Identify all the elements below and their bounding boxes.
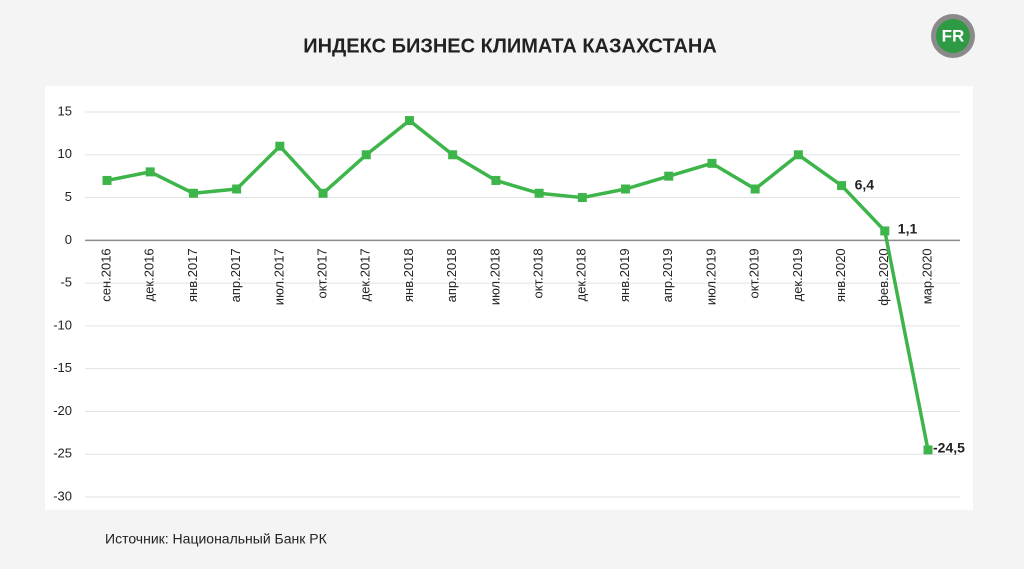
x-tick-label: окт.2017 (314, 248, 329, 298)
y-tick-label: -5 (60, 275, 72, 290)
y-tick-label: 10 (58, 146, 72, 161)
data-point (664, 171, 674, 181)
chart-title: ИНДЕКС БИЗНЕС КЛИМАТА КАЗАХСТАНА (303, 35, 717, 57)
logo: FR (931, 14, 975, 58)
x-tick-label: окт.2018 (531, 248, 546, 298)
x-tick-label: апр.2017 (228, 248, 243, 302)
x-tick-label: янв.2018 (401, 248, 416, 302)
logo-text: FR (942, 26, 965, 45)
x-tick-label: дек.2016 (142, 248, 157, 301)
data-point (880, 226, 890, 236)
x-tick-label: янв.2017 (185, 248, 200, 302)
y-tick-label: -25 (53, 446, 72, 461)
y-tick-label: 5 (65, 189, 72, 204)
x-tick-label: янв.2019 (617, 248, 632, 302)
y-tick-label: -15 (53, 360, 72, 375)
y-tick-label: 15 (58, 103, 72, 118)
x-tick-label: дек.2018 (574, 248, 589, 301)
plot-panel (45, 86, 973, 510)
source-note: Источник: Национальный Банк РК (105, 531, 328, 547)
value-label: 6,4 (855, 176, 875, 192)
x-tick-label: янв.2020 (833, 248, 848, 302)
data-line (106, 118, 930, 451)
x-tick-label: дек.2019 (790, 248, 805, 301)
value-label: -24,5 (933, 440, 965, 456)
data-point (361, 150, 371, 160)
data-point (275, 141, 285, 151)
data-point (188, 188, 198, 198)
x-tick-label: окт.2019 (747, 248, 762, 298)
value-label: 1,1 (898, 221, 918, 237)
x-tick-label: июл.2019 (703, 248, 718, 305)
data-point (232, 184, 242, 194)
x-tick-label: июл.2018 (487, 248, 502, 305)
data-point (102, 175, 112, 185)
y-tick-label: -10 (53, 317, 72, 332)
x-tick-label: апр.2018 (444, 248, 459, 302)
data-point (318, 188, 328, 198)
x-tick-label: сен.2016 (98, 248, 113, 301)
data-point (404, 116, 414, 126)
logo-disc (936, 19, 970, 53)
x-tick-label: мар.2020 (919, 248, 934, 304)
data-point (448, 150, 458, 160)
data-point (750, 184, 760, 194)
data-point (621, 184, 631, 194)
data-point (534, 188, 544, 198)
x-tick-label: июл.2017 (271, 248, 286, 305)
data-point (793, 150, 803, 160)
data-point (577, 193, 587, 203)
y-tick-label: 0 (65, 232, 72, 247)
y-tick-label: -20 (53, 403, 72, 418)
y-tick-label: -30 (53, 488, 72, 503)
data-point (707, 158, 717, 168)
data-point (491, 175, 501, 185)
x-tick-label: дек.2017 (358, 248, 373, 301)
x-tick-label: фев.2020 (876, 248, 891, 305)
data-point (145, 167, 155, 177)
data-point (923, 445, 933, 455)
x-tick-label: апр.2019 (660, 248, 675, 302)
data-point (837, 181, 847, 191)
